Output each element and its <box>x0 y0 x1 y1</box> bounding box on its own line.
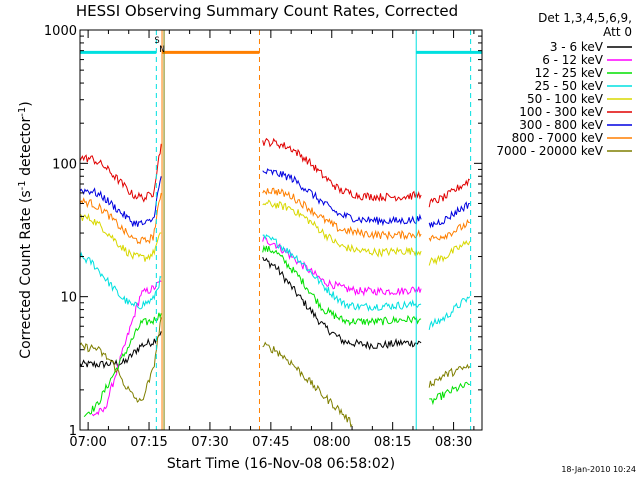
y-axis: 1 10 100 1000 <box>44 24 482 439</box>
series-6 <box>79 168 470 229</box>
legend-label: 50 - 100 keV <box>527 92 604 106</box>
series-2 <box>83 244 470 418</box>
series-line <box>428 363 471 388</box>
series-0 <box>79 256 422 369</box>
legend-label: 800 - 7000 keV <box>512 131 604 145</box>
flag-group: SN <box>80 30 482 430</box>
series-line <box>262 137 422 202</box>
legend-label: 6 - 12 keV <box>542 53 604 67</box>
series-line <box>428 201 470 229</box>
legend-label: 7000 - 20000 keV <box>496 144 603 158</box>
y-tick-label: 100 <box>52 157 77 172</box>
x-axis: 07:00 07:15 07:30 07:45 08:00 08:15 08:30 <box>69 30 475 450</box>
series-line <box>262 236 422 297</box>
series-3 <box>79 234 471 331</box>
series-line <box>428 239 471 266</box>
series-line <box>79 251 162 310</box>
saa-flag-letter: S <box>154 36 159 46</box>
series-line <box>262 256 422 351</box>
x-axis-label: Start Time (16-Nov-08 06:58:02) <box>167 456 395 472</box>
series-line <box>79 213 162 262</box>
series-line <box>262 341 353 428</box>
series-line <box>79 192 162 245</box>
series-line <box>429 381 470 406</box>
y-tick-label: 1 <box>69 424 77 439</box>
series-1 <box>91 236 422 417</box>
x-tick-label: 08:30 <box>435 435 472 450</box>
series-line <box>262 168 422 227</box>
x-tick-label: 07:00 <box>69 435 106 450</box>
y-tick-label: 1000 <box>44 24 77 39</box>
series-line <box>262 199 422 258</box>
series-line <box>79 176 162 227</box>
x-tick-label: 07:30 <box>191 435 228 450</box>
plot-frame <box>79 29 483 431</box>
legend-label: 300 - 800 keV <box>519 118 603 132</box>
series-line <box>79 317 162 403</box>
series-line <box>79 143 162 203</box>
series-7 <box>79 187 470 245</box>
series-line <box>79 331 162 369</box>
series-line <box>428 296 471 331</box>
legend-header-line-2: Att 0 <box>603 25 632 39</box>
series-5 <box>79 137 471 208</box>
x-tick-label: 08:15 <box>374 435 411 450</box>
x-tick-label: 08:00 <box>313 435 350 450</box>
series-line <box>83 312 162 418</box>
series-line <box>428 218 470 243</box>
series-line <box>428 178 471 208</box>
x-tick-label: 07:15 <box>130 435 167 450</box>
legend-label: 12 - 25 keV <box>535 66 604 80</box>
night-flag-letter: N <box>159 45 164 55</box>
series-line <box>262 234 422 312</box>
series-8 <box>79 317 471 428</box>
y-axis-label: Corrected Count Rate (s-1 detector-1) <box>17 101 34 358</box>
legend-label: 100 - 300 keV <box>519 105 603 119</box>
chart-title: HESSI Observing Summary Count Rates, Cor… <box>76 2 458 20</box>
series-line <box>262 244 422 327</box>
legend-label: 25 - 50 keV <box>535 79 604 93</box>
x-tick-label: 07:45 <box>252 435 289 450</box>
timestamp: 18-Jan-2010 10:24 <box>561 465 636 474</box>
legend-label: 3 - 6 keV <box>550 40 604 54</box>
series-line <box>91 280 162 417</box>
legend-header-line-1: Det 1,3,4,5,6,9, <box>538 11 632 25</box>
series-group <box>79 137 471 428</box>
series-line <box>262 187 422 241</box>
series-4 <box>79 199 471 266</box>
y-tick-label: 10 <box>60 291 77 306</box>
